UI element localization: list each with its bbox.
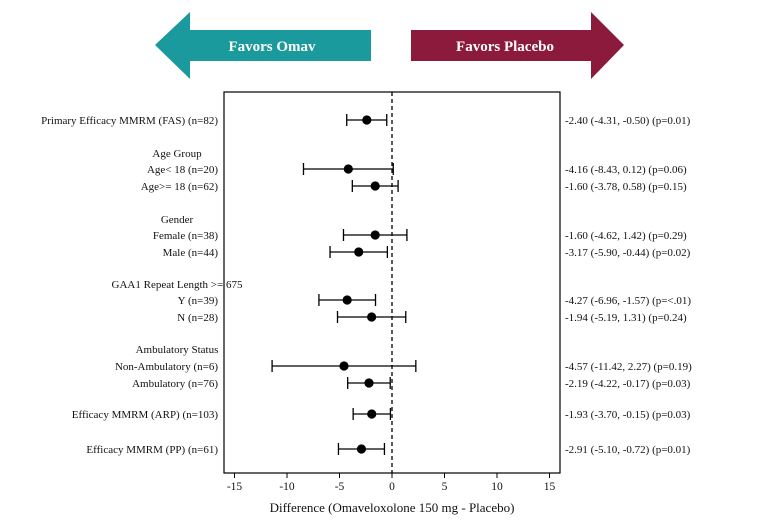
row-label: Primary Efficacy MMRM (FAS) (n=82) xyxy=(41,115,218,127)
row-label: Non-Ambulatory (n=6) xyxy=(115,361,218,373)
point-estimate xyxy=(370,181,380,191)
point-estimate xyxy=(364,378,374,388)
x-tick-label: 0 xyxy=(389,481,395,493)
estimate-row xyxy=(336,311,407,323)
favors-placebo-arrow-shape xyxy=(411,12,624,79)
row-label: Age< 18 (n=20) xyxy=(147,164,218,176)
point-estimate xyxy=(367,312,377,322)
row-labels: Primary Efficacy MMRM (FAS) (n=82) Age Gr… xyxy=(41,115,243,456)
row-label: N (n=28) xyxy=(177,312,218,324)
point-estimate xyxy=(339,361,349,371)
estimate-row xyxy=(346,114,388,126)
result-text: -2.91 (-5.10, -0.72) (p=0.01) xyxy=(565,444,691,456)
point-estimate xyxy=(343,164,353,174)
row-label: Female (n=38) xyxy=(153,230,218,242)
point-estimate xyxy=(367,409,377,419)
x-tick-label: 10 xyxy=(491,481,503,493)
row-label: Efficacy MMRM (ARP) (n=103) xyxy=(72,409,219,421)
point-estimate xyxy=(354,247,364,257)
result-text: -1.94 (-5.19, 1.31) (p=0.24) xyxy=(565,312,687,324)
estimate-row xyxy=(329,246,389,258)
estimate-row xyxy=(347,377,391,389)
estimate-row xyxy=(352,408,392,420)
result-text: -2.19 (-4.22, -0.17) (p=0.03) xyxy=(565,378,691,390)
estimate-row xyxy=(271,360,417,372)
favors-omav-label: Favors Omav xyxy=(228,39,316,55)
result-text: -1.60 (-3.78, 0.58) (p=0.15) xyxy=(565,181,687,193)
x-tick-label: 15 xyxy=(544,481,556,493)
point-estimate xyxy=(370,230,380,240)
x-tick-label: -5 xyxy=(335,481,345,493)
result-text: -4.27 (-6.96, -1.57) (p=<.01) xyxy=(565,295,691,307)
row-label: Age>= 18 (n=62) xyxy=(141,181,219,193)
x-axis-label: Difference (Omaveloxolone 150 mg - Place… xyxy=(270,500,515,515)
estimate-row xyxy=(318,294,377,306)
result-text: -1.60 (-4.62, 1.42) (p=0.29) xyxy=(565,230,687,242)
estimates xyxy=(271,114,417,455)
x-tick-label: -15 xyxy=(227,481,243,493)
x-axis: -15 -10 -5 0 5 10 15 xyxy=(227,473,556,493)
result-text: -3.17 (-5.90, -0.44) (p=0.02) xyxy=(565,247,691,259)
estimate-row xyxy=(302,163,394,175)
estimate-row xyxy=(337,443,386,455)
favors-omav-arrow-shape xyxy=(155,12,371,79)
favors-placebo-label: Favors Placebo xyxy=(456,39,554,55)
x-tick-label: 5 xyxy=(442,481,448,493)
row-label: Ambulatory (n=76) xyxy=(132,378,218,390)
row-label: Male (n=44) xyxy=(163,247,219,259)
x-tick-label: -10 xyxy=(279,481,295,493)
point-estimate xyxy=(356,444,367,454)
row-label: Efficacy MMRM (PP) (n=61) xyxy=(86,444,218,456)
result-text: -4.57 (-11.42, 2.27) (p=0.19) xyxy=(565,361,692,373)
result-text: -4.16 (-8.43, 0.12) (p=0.06) xyxy=(565,164,687,176)
favors-omav-arrow: Favors Omav xyxy=(155,12,371,79)
result-texts: -2.40 (-4.31, -0.50) (p=0.01) -4.16 (-8.4… xyxy=(565,115,692,456)
point-estimate xyxy=(362,115,372,125)
estimate-row xyxy=(351,180,399,192)
result-text: -2.40 (-4.31, -0.50) (p=0.01) xyxy=(565,115,691,127)
group-header-label: Age Group xyxy=(152,148,202,160)
group-header-label: GAA1 Repeat Length >= 675 xyxy=(112,279,243,291)
point-estimate xyxy=(342,295,352,305)
row-label: Y (n=39) xyxy=(178,295,219,307)
estimate-row xyxy=(342,229,408,241)
group-header-label: Ambulatory Status xyxy=(136,344,219,356)
group-header-label: Gender xyxy=(161,214,194,226)
result-text: -1.93 (-3.70, -0.15) (p=0.03) xyxy=(565,409,691,421)
favors-placebo-arrow: Favors Placebo xyxy=(411,12,624,79)
